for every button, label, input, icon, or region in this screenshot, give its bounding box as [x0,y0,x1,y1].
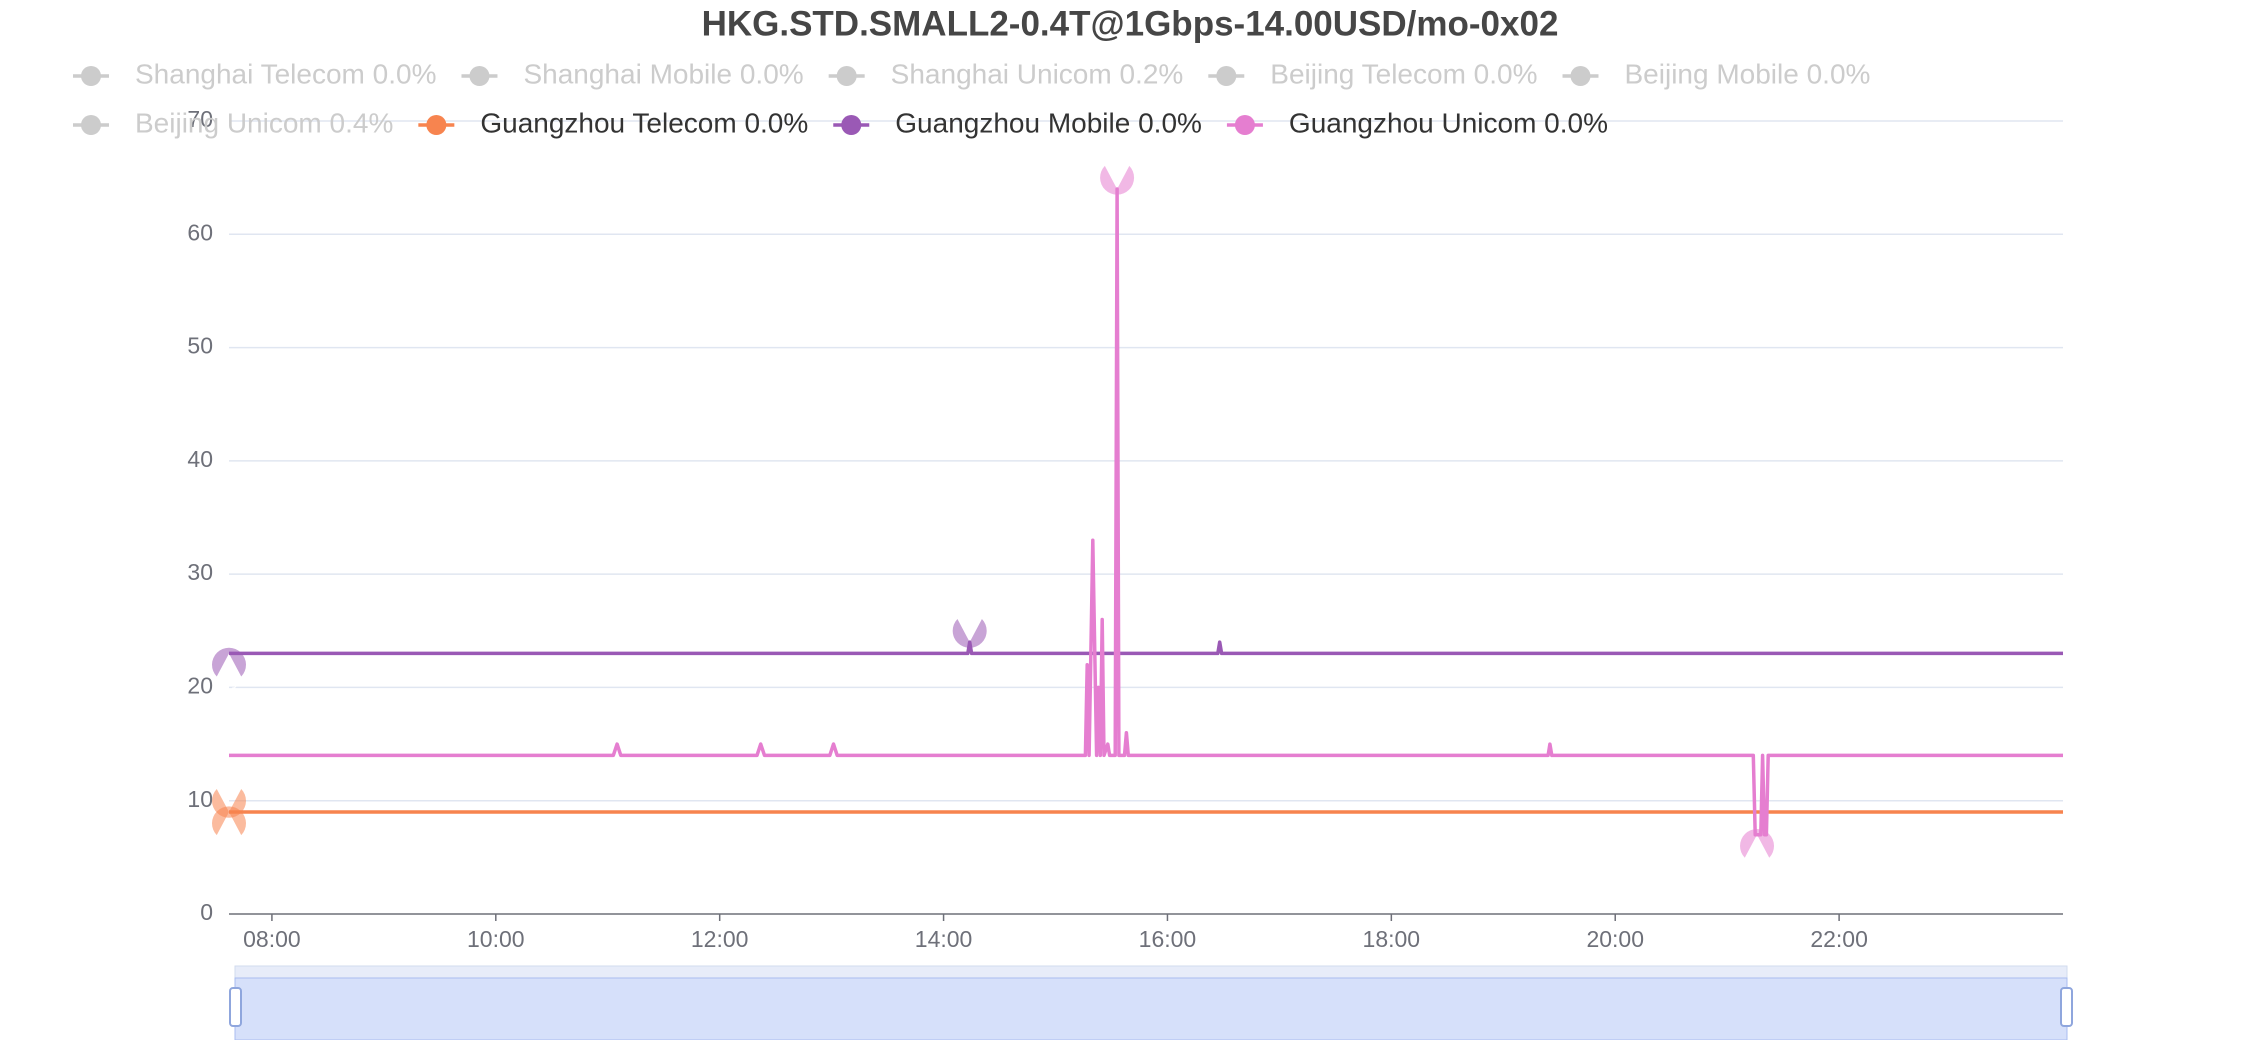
series-line [229,187,2063,837]
pin-shape [1740,829,1775,858]
chart-title: HKG.STD.SMALL2-0.4T@1Gbps-14.00USD/mo-0x… [702,4,1559,43]
legend-label: Shanghai Unicom 0.2% [891,58,1184,89]
y-tick-label: 70 [187,106,213,132]
pin-shape [952,619,987,648]
legend-label: Guangzhou Telecom 0.0% [480,107,808,138]
pin-label: 64 [1109,146,1126,163]
legend-dot [81,115,101,135]
legend-item[interactable]: Beijing Unicom 0.4% [73,107,393,138]
y-tick-label: 30 [187,559,213,585]
legend-item[interactable]: Guangzhou Mobile 0.0% [833,107,1202,138]
legend-label: Beijing Mobile 0.0% [1625,58,1871,89]
y-tick-label: 20 [187,673,213,699]
legend-item[interactable]: Shanghai Telecom 0.0% [73,58,436,89]
legend-dot [836,66,857,86]
y-tick-label: 60 [187,219,213,245]
legend-label: Beijing Telecom 0.0% [1270,58,1537,89]
pin-label: 7 [1753,862,1761,879]
legend-item[interactable]: Beijing Mobile 0.0% [1562,58,1871,89]
zoom-window[interactable] [234,977,2068,1040]
legend-item[interactable]: Guangzhou Telecom 0.0% [418,107,808,138]
data-zoom[interactable] [229,965,2073,1040]
x-tick-label: 12:00 [691,926,749,952]
legend-dot [81,66,101,86]
x-tick-label: 14:00 [915,926,973,952]
mark-pin [1100,165,1135,195]
zoom-handle-left[interactable] [229,987,242,1027]
legend-item[interactable]: Beijing Telecom 0.0% [1208,58,1538,89]
pin-shape [212,647,246,677]
pin-label: 23 [221,680,238,697]
pin-label: 24 [961,599,978,616]
mark-pin [212,806,246,836]
y-tick-label: 0 [200,899,213,925]
zoom-handle-right[interactable] [2060,987,2073,1027]
x-tick-label: 20:00 [1586,926,1644,952]
x-tick-label: 18:00 [1363,926,1421,952]
pin-shape [1100,165,1135,195]
legend-dot [1234,115,1255,135]
y-tick-label: 50 [187,333,213,359]
legend-item[interactable]: Shanghai Mobile 0.0% [461,58,804,89]
pin-label: 9 [225,839,233,856]
legend-dot [1570,66,1591,86]
pin-shape [212,806,246,836]
y-tick-label: 40 [187,446,213,472]
mark-pin [1740,829,1775,858]
legend-label: Shanghai Mobile 0.0% [523,58,803,89]
legend-dot [469,66,490,86]
legend-dot [426,115,447,135]
legend-label: Beijing Unicom 0.4% [135,107,393,138]
x-tick-label: 10:00 [467,926,525,952]
legend-label: Guangzhou Mobile 0.0% [895,107,1202,138]
x-tick-label: 16:00 [1139,926,1197,952]
x-tick-label: 08:00 [243,926,301,952]
legend-item[interactable]: Shanghai Unicom 0.2% [828,58,1184,89]
legend-dot [841,115,862,135]
x-tick-label: 22:00 [1810,926,1868,952]
mark-pin [952,619,987,648]
pin-label: 9 [225,769,233,786]
series-line [229,640,2063,656]
y-tick-label: 10 [187,786,213,812]
legend-label: Guangzhou Unicom 0.0% [1289,107,1608,138]
legend-item[interactable]: Guangzhou Unicom 0.0% [1226,107,1608,138]
legend-dot [1216,66,1237,86]
legend-label: Shanghai Telecom 0.0% [135,58,436,89]
mark-pin [212,647,246,677]
